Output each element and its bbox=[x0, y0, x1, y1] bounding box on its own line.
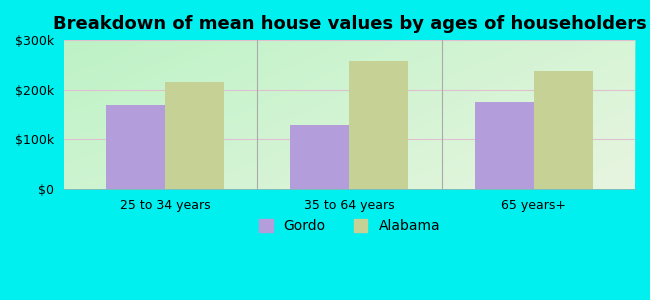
Title: Breakdown of mean house values by ages of householders: Breakdown of mean house values by ages o… bbox=[53, 15, 646, 33]
Bar bbox=[474, 102, 534, 189]
Bar bbox=[165, 82, 224, 189]
Bar bbox=[291, 124, 350, 189]
Bar bbox=[350, 61, 408, 189]
Bar bbox=[106, 105, 165, 189]
Legend: Gordo, Alabama: Gordo, Alabama bbox=[253, 214, 446, 239]
Bar bbox=[534, 71, 593, 189]
